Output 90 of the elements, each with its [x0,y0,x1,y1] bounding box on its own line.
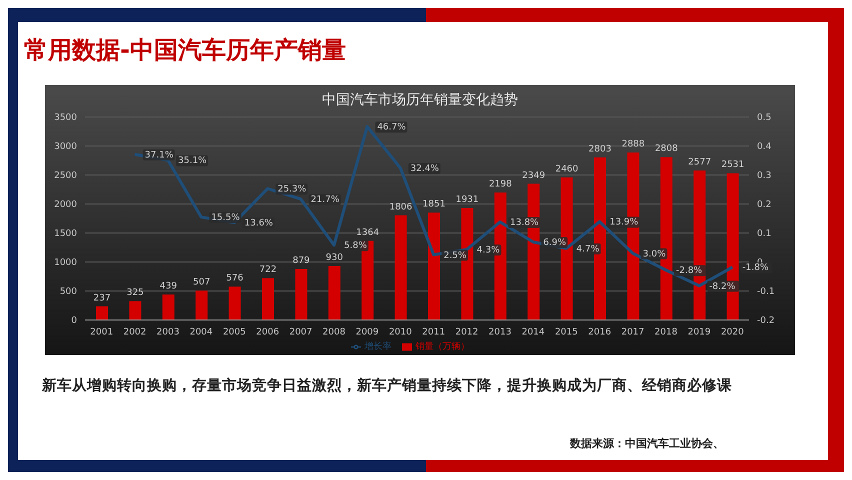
bar [428,212,440,320]
data-label: 1851 [422,200,446,210]
bar [295,269,308,320]
x-tick-label: 2011 [422,327,446,338]
data-label: 2803 [588,144,612,154]
source-note: 数据来源：中国汽车工业协会、 [570,436,724,451]
data-label: 3.0% [642,249,666,260]
data-label: 2460 [555,164,579,174]
y-tick-label: 2000 [54,200,78,210]
x-tick-label: 2009 [356,327,379,338]
data-label: 46.7% [377,122,406,133]
x-tick-label: 2013 [488,327,512,338]
x-tick-label: 2017 [621,327,644,338]
data-label: 2808 [654,144,678,154]
data-label: 13.6% [244,218,274,229]
data-label: 1931 [456,195,479,205]
y2-tick-label: 0.5 [757,113,772,124]
x-tick-label: 2020 [720,327,744,338]
data-label: 2349 [522,170,546,181]
bar [96,306,108,320]
data-label: 1806 [389,202,413,212]
data-label: 507 [193,278,210,288]
data-label: 21.7% [310,195,340,206]
data-label: 2531 [721,160,744,170]
y2-tick-label: 0.3 [757,171,772,182]
y-tick-label: 3000 [54,142,78,152]
x-tick-label: 2002 [123,327,146,338]
data-label: -2.8% [676,266,703,276]
data-label: 576 [226,274,244,284]
bar [228,286,241,320]
data-label: 35.1% [178,156,208,166]
bar [262,278,274,320]
y-tick-label: 0 [71,316,78,326]
data-label: 13.8% [510,218,540,228]
y-tick-label: 1500 [54,229,78,240]
x-tick-label: 2006 [256,327,280,338]
x-tick-label: 2014 [522,327,545,338]
data-label: 25.3% [278,184,307,195]
bar [196,290,208,320]
x-tick-label: 2016 [588,327,612,338]
data-label: 4.7% [576,244,600,254]
legend-label: 增长率 [364,342,392,352]
y-tick-label: 2500 [54,171,78,182]
data-label: 325 [126,288,144,298]
data-label: 13.9% [610,218,639,228]
data-label: 879 [292,256,310,266]
data-label: 237 [93,293,111,304]
data-label: 2888 [622,139,645,150]
y2-tick-label: -0.2 [757,316,775,326]
data-label: 1364 [356,228,380,238]
chart-title: 常用数据-中国汽车历年产销量 [24,35,346,66]
y-tick-label: 500 [60,287,78,298]
data-label: 6.9% [543,238,567,248]
text: 新车从增购转向换购，存量市场竞争日益激烈，新车产销量持续下降，提升换购成为厂商、经销商必修课 [42,376,732,395]
data-label: 2.5% [444,250,467,261]
data-label: -1.8% [742,263,769,274]
data-label: 2577 [688,158,712,168]
chart-subtitle: 中国汽车市场历年销量变化趋势 [321,91,519,110]
x-tick-label: 2019 [688,327,711,338]
bar [162,294,174,320]
y2-tick-label: 0.2 [757,200,772,210]
data-label: 722 [259,265,277,276]
data-label: -8.2% [709,282,736,292]
x-tick-label: 2003 [156,327,180,338]
data-label: 439 [160,282,178,292]
bar [129,301,142,320]
x-tick-label: 2018 [654,327,678,338]
x-tick-label: 2001 [90,327,114,338]
data-label: 5.8% [344,241,368,252]
x-tick-label: 2005 [222,327,246,338]
bar [328,266,340,320]
x-tick-label: 2004 [190,327,213,338]
data-label: 32.4% [410,164,440,174]
y-tick-label: 3500 [54,113,78,124]
y2-tick-label: -0.1 [757,287,775,298]
x-tick-label: 2007 [289,327,312,338]
y2-tick-label: 0.4 [757,142,772,152]
bar [394,215,407,320]
x-tick-label: 2008 [322,327,346,338]
data-label: 15.5% [211,213,240,224]
data-label: 930 [326,253,344,264]
data-label: 2198 [488,180,512,190]
legend-label: 销量（万辆） [416,342,470,352]
y2-tick-label: 0.1 [757,229,772,240]
x-tick-label: 2010 [388,327,412,338]
x-tick-label: 2012 [455,327,478,338]
data-label: 37.1% [144,150,174,160]
data-label: 4.3% [476,246,500,256]
x-tick-label: 2015 [554,327,578,338]
y-tick-label: 1000 [54,258,78,268]
